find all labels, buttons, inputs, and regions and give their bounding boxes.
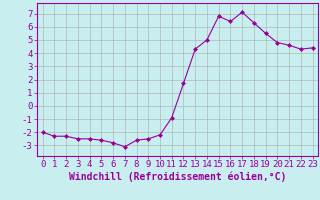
X-axis label: Windchill (Refroidissement éolien,°C): Windchill (Refroidissement éolien,°C): [69, 172, 286, 182]
